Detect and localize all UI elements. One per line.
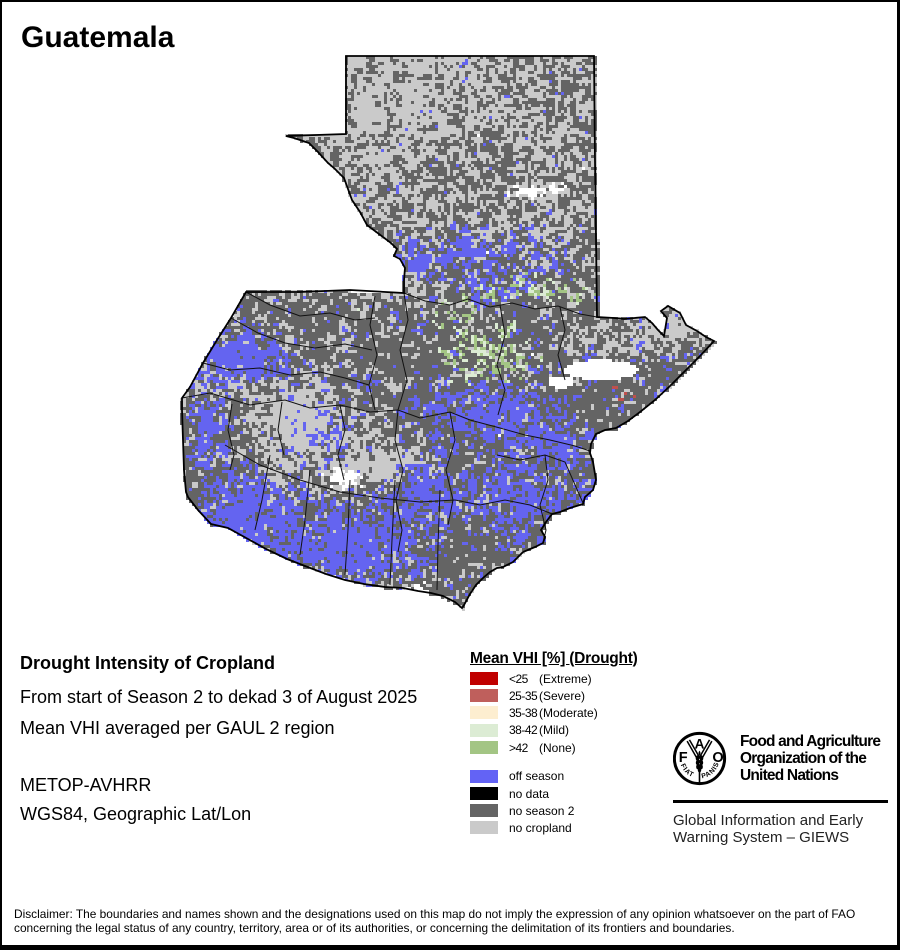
svg-text:F: F — [679, 749, 688, 765]
svg-text:O: O — [712, 749, 723, 765]
svg-text:A: A — [695, 736, 705, 751]
